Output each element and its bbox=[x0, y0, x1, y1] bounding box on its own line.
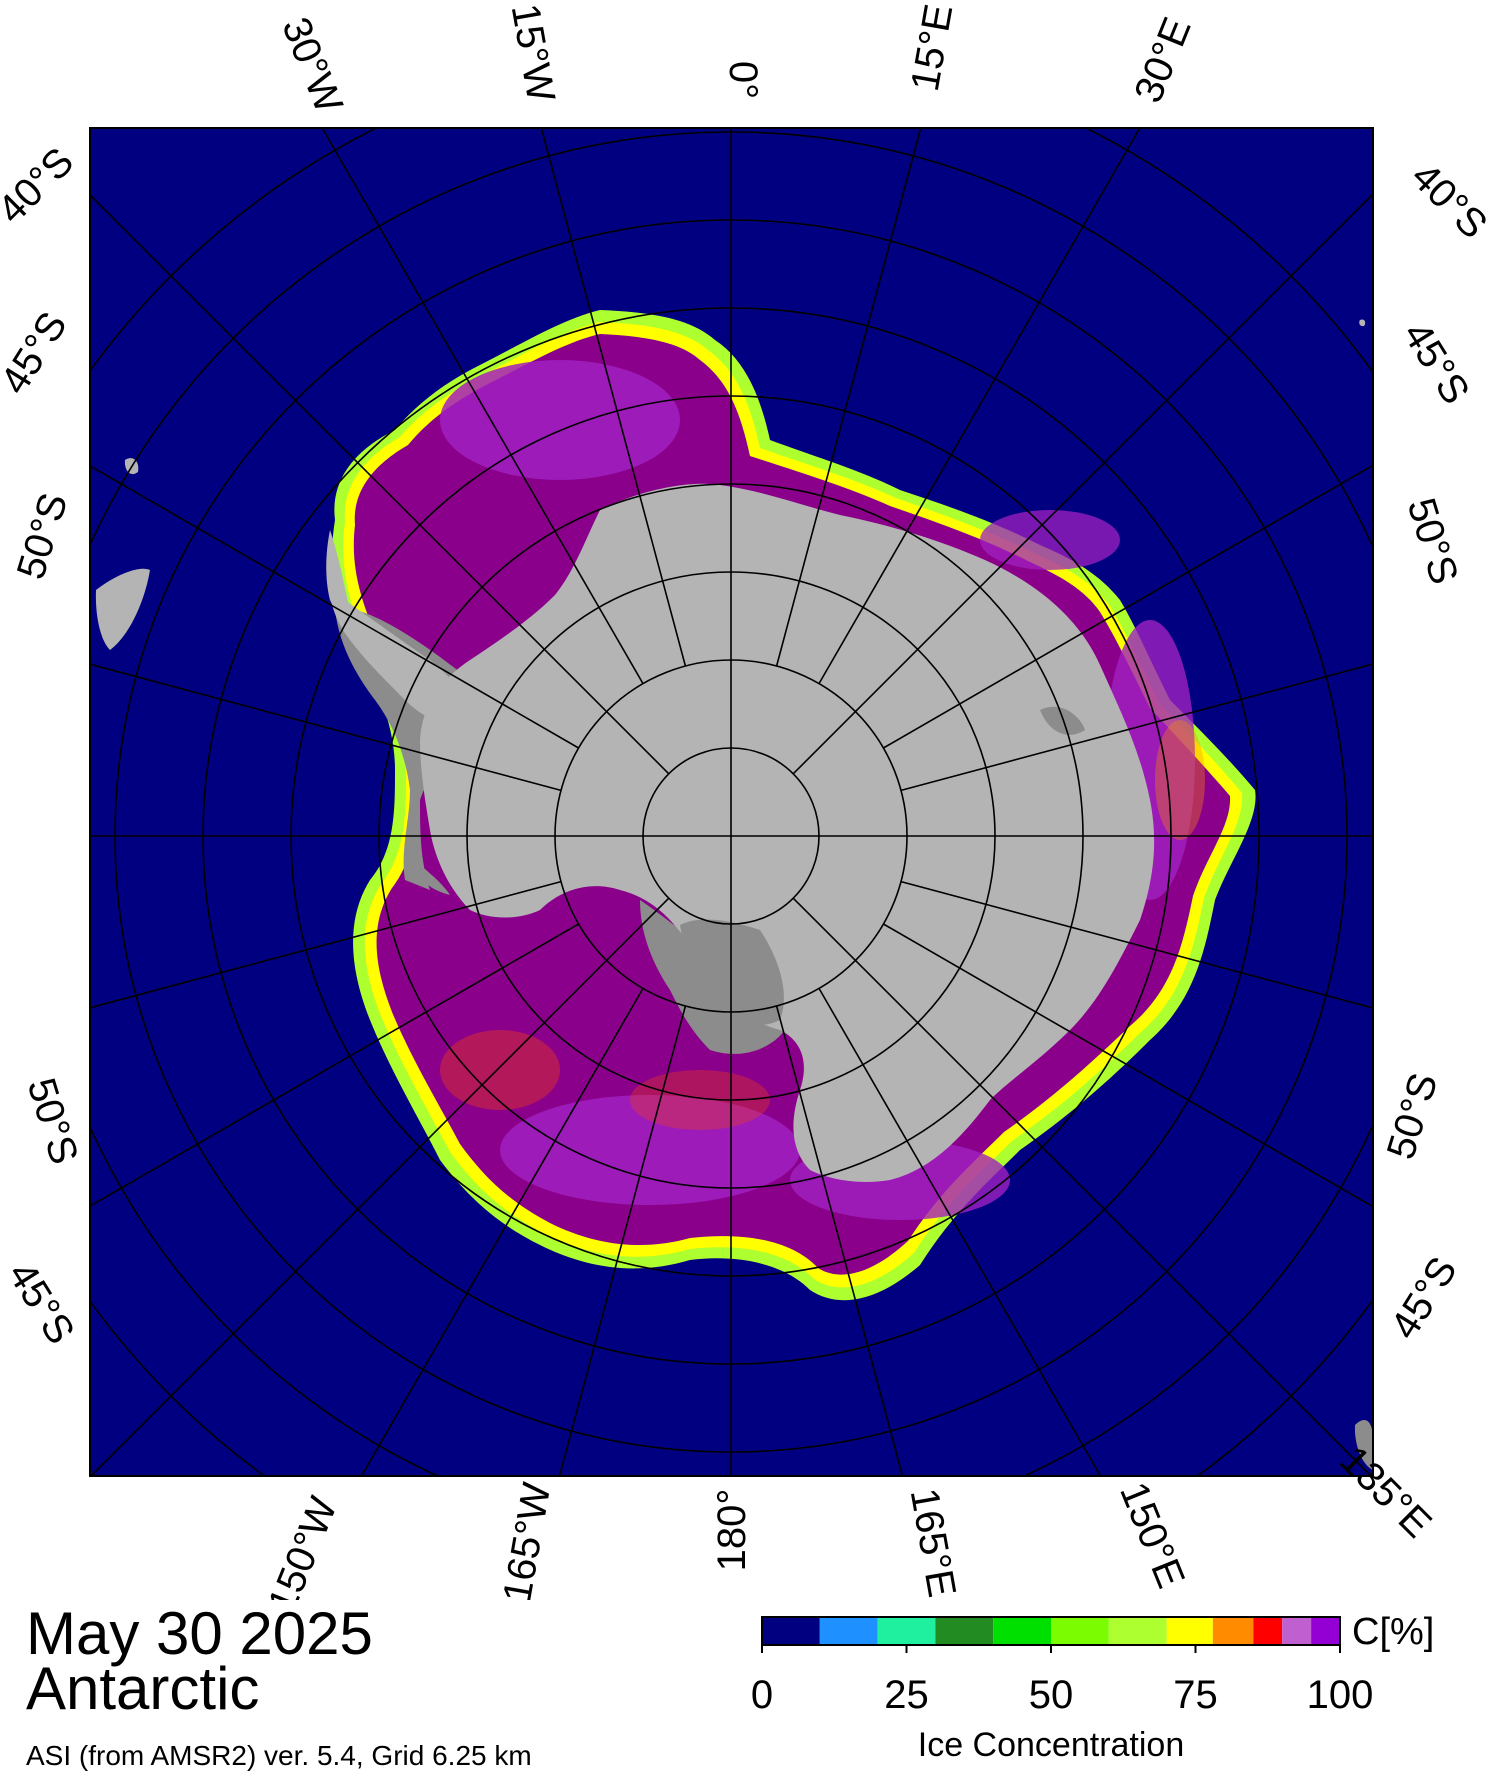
colorbar-class bbox=[1212, 1617, 1254, 1645]
colorbar-class bbox=[1311, 1617, 1340, 1645]
antarctica-land bbox=[95, 319, 1373, 1470]
meridian-line bbox=[89, 923, 579, 1207]
label-150e: 150°E bbox=[1111, 1476, 1193, 1594]
meridian-line bbox=[775, 127, 922, 667]
meridian-line bbox=[90, 897, 670, 1477]
meridian-line bbox=[89, 663, 562, 792]
label-left-40s: 40°S bbox=[0, 139, 82, 232]
label-150w: 150°W bbox=[260, 1491, 346, 1600]
sea-ice-map: 30°W 15°W 0° 15°E 30°E 150°W 165°W 180° … bbox=[0, 1, 1488, 1600]
region-title: Antarctic bbox=[26, 1655, 260, 1722]
meridian-line bbox=[775, 1005, 904, 1477]
colorbar-tick-25: 25 bbox=[884, 1673, 929, 1717]
colorbar-class bbox=[762, 1617, 820, 1645]
map-frame bbox=[89, 127, 1374, 1477]
colorbar-class bbox=[819, 1617, 878, 1645]
colorbar-tick-50: 50 bbox=[1029, 1673, 1074, 1717]
colorbar-class bbox=[1051, 1617, 1109, 1645]
meridian-line bbox=[818, 988, 1102, 1477]
label-180: 180° bbox=[710, 1489, 754, 1572]
latitude-labels-left: 40°S 45°S 50°S 50°S 45°S bbox=[0, 139, 86, 1351]
colorbar-tick-75: 75 bbox=[1173, 1673, 1218, 1717]
meridian-line bbox=[321, 127, 644, 684]
date-title: May 30 2025 bbox=[26, 1600, 373, 1667]
latitude-labels-right: 40°S 45°S 50°S 50°S 45°S bbox=[1379, 154, 1488, 1346]
meridian-line bbox=[792, 897, 1372, 1477]
meridian-line bbox=[882, 464, 1374, 749]
label-left-50s-top: 50°S bbox=[9, 488, 77, 584]
label-165e: 165°E bbox=[902, 1485, 964, 1600]
label-left-45s-bottom: 45°S bbox=[0, 1254, 83, 1351]
meridian-line bbox=[900, 663, 1374, 792]
meridian-line bbox=[89, 465, 579, 749]
meridian-line bbox=[89, 194, 670, 775]
label-left-50s-bottom: 50°S bbox=[19, 1073, 87, 1169]
colorbar-class bbox=[935, 1617, 994, 1645]
colorbar-class bbox=[993, 1617, 1051, 1645]
label-165w: 165°W bbox=[495, 1479, 559, 1600]
label-right-50s-bottom: 50°S bbox=[1379, 1068, 1447, 1164]
colorbar-unit: C[%] bbox=[1352, 1611, 1434, 1653]
colorbar: C[%] 0 25 50 75 100 Ice Concentration bbox=[751, 1611, 1434, 1764]
label-15w: 15°W bbox=[503, 1, 563, 106]
label-right-50s-top: 50°S bbox=[1399, 493, 1467, 589]
meridians bbox=[89, 127, 1374, 1477]
colorbar-class bbox=[1108, 1617, 1167, 1645]
label-30e: 30°E bbox=[1126, 11, 1199, 108]
meridian-line bbox=[89, 880, 562, 1009]
colorbar-class bbox=[1166, 1617, 1213, 1645]
meridian-line bbox=[792, 193, 1374, 775]
label-left-45s-top: 45°S bbox=[0, 304, 76, 401]
colorbar-tick-0: 0 bbox=[751, 1673, 773, 1717]
colorbar-title: Ice Concentration bbox=[918, 1726, 1185, 1764]
meridian-line bbox=[540, 127, 687, 667]
colorbar-classes bbox=[762, 1617, 1340, 1645]
label-15e: 15°E bbox=[903, 1, 961, 94]
meridian-line bbox=[818, 127, 1141, 684]
meridian-line bbox=[558, 1005, 687, 1477]
meridian-line bbox=[900, 880, 1374, 1009]
colorbar-class bbox=[877, 1617, 936, 1645]
label-135e: 135°E bbox=[1331, 1438, 1439, 1546]
product-description: ASI (from AMSR2) ver. 5.4, Grid 6.25 km bbox=[26, 1740, 532, 1771]
label-30w: 30°W bbox=[273, 11, 351, 119]
label-right-45s-top: 45°S bbox=[1394, 314, 1478, 411]
colorbar-class bbox=[1282, 1617, 1312, 1645]
colorbar-tick-100: 100 bbox=[1307, 1673, 1374, 1717]
label-0: 0° bbox=[721, 61, 765, 99]
colorbar-ticks bbox=[761, 1645, 1341, 1653]
label-right-40s: 40°S bbox=[1403, 154, 1488, 247]
meridian-line bbox=[360, 988, 644, 1477]
meridian-line bbox=[882, 923, 1374, 1208]
colorbar-class bbox=[1253, 1617, 1283, 1645]
label-right-45s-bottom: 45°S bbox=[1382, 1249, 1466, 1346]
longitude-labels-top: 30°W 15°W 0° 15°E 30°E bbox=[273, 1, 1199, 120]
